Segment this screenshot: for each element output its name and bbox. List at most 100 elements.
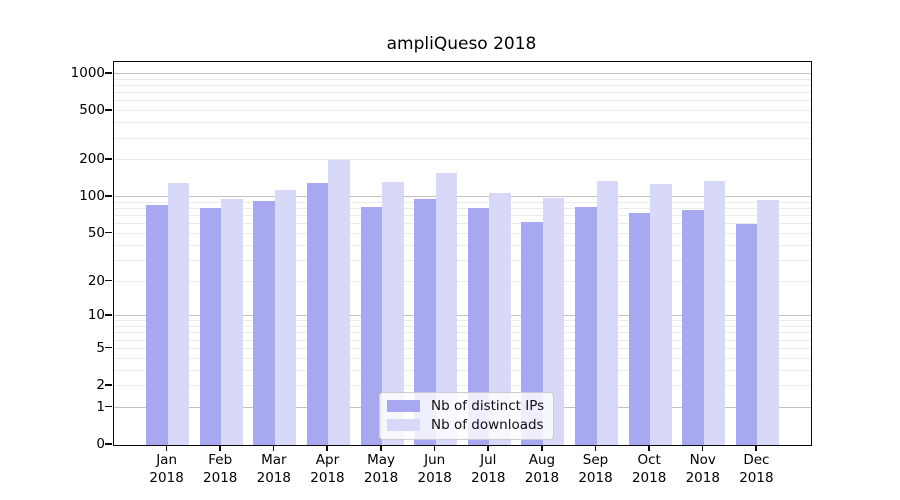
x-tick-month: May bbox=[367, 452, 396, 468]
y-tick-label: 0 bbox=[96, 436, 105, 452]
bar-distinct-ips-dec bbox=[735, 224, 758, 445]
x-tick-year: 2018 bbox=[739, 469, 774, 486]
x-tick-year: 2018 bbox=[471, 469, 506, 486]
x-tick-label-may: May 2018 bbox=[349, 452, 413, 487]
bar-downloads-sep bbox=[596, 180, 619, 445]
bar-distinct-ips-jan bbox=[146, 205, 168, 445]
y-tick-label: 200 bbox=[79, 151, 105, 168]
x-tick-mark bbox=[648, 445, 650, 451]
x-tick-mark bbox=[165, 445, 168, 451]
x-tick-month: Oct bbox=[637, 452, 661, 468]
legend: Nb of distinct IPs Nb of downloads bbox=[379, 392, 555, 440]
bar-downloads-aug bbox=[542, 198, 565, 445]
bar-downloads-apr bbox=[328, 160, 350, 445]
y-tick-mark bbox=[105, 158, 112, 160]
x-tick-year: 2018 bbox=[578, 469, 613, 486]
gridline-minor bbox=[114, 232, 811, 234]
x-tick-year: 2018 bbox=[363, 469, 399, 486]
bar-distinct-ips-feb bbox=[199, 208, 222, 445]
y-tick-mark bbox=[105, 346, 112, 349]
gridline-minor bbox=[114, 357, 811, 359]
legend-row-distinct-ips: Nb of distinct IPs bbox=[387, 398, 544, 414]
x-tick-label-jun: Jun 2018 bbox=[403, 452, 467, 487]
bar-downloads-oct bbox=[650, 184, 672, 445]
gridline-minor bbox=[114, 208, 811, 210]
x-tick-year: 2018 bbox=[149, 469, 184, 486]
gridline-minor bbox=[114, 385, 811, 387]
bar-downloads-mar bbox=[274, 189, 297, 445]
y-tick-label: 1000 bbox=[70, 64, 105, 81]
bar-downloads-jun bbox=[435, 172, 458, 445]
bar-distinct-ips-nov bbox=[682, 210, 704, 445]
x-tick-mark bbox=[326, 445, 329, 451]
bar-downloads-may bbox=[382, 182, 404, 445]
x-tick-mark bbox=[701, 445, 704, 451]
legend-row-downloads: Nb of downloads bbox=[387, 417, 544, 433]
gridline-minor bbox=[114, 100, 811, 102]
gridline-minor bbox=[114, 320, 811, 322]
x-tick-mark bbox=[219, 445, 221, 451]
plot-area: Nb of distinct IPs Nb of downloads bbox=[113, 61, 812, 446]
bar-distinct-ips-jul bbox=[467, 208, 490, 445]
x-tick-label-jan: Jan 2018 bbox=[135, 452, 199, 487]
x-tick-mark bbox=[594, 445, 597, 451]
bar-distinct-ips-jun bbox=[414, 199, 436, 445]
x-tick-month: Jan bbox=[156, 452, 178, 468]
x-tick-label-dec: Dec 2018 bbox=[724, 452, 788, 487]
bar-distinct-ips-oct bbox=[628, 213, 651, 445]
y-tick-mark bbox=[105, 109, 112, 111]
x-tick-year: 2018 bbox=[524, 469, 560, 486]
bar-distinct-ips-aug bbox=[521, 221, 543, 445]
x-tick-year: 2018 bbox=[685, 469, 720, 486]
legend-swatch-downloads bbox=[387, 419, 420, 431]
x-tick-month: Apr bbox=[315, 452, 340, 468]
y-tick-mark bbox=[105, 384, 112, 386]
x-tick-label-sep: Sep 2018 bbox=[564, 452, 628, 487]
x-tick-year: 2018 bbox=[203, 469, 238, 486]
bar-downloads-jul bbox=[489, 192, 511, 445]
gridline-minor bbox=[114, 78, 811, 80]
y-tick-mark bbox=[105, 231, 112, 234]
y-tick-label: 100 bbox=[79, 188, 105, 205]
gridline-minor bbox=[114, 223, 811, 225]
x-tick-mark bbox=[380, 445, 382, 451]
x-tick-year: 2018 bbox=[631, 469, 667, 486]
y-tick-mark bbox=[105, 195, 112, 197]
x-tick-label-nov: Nov 2018 bbox=[671, 452, 735, 487]
x-tick-year: 2018 bbox=[256, 469, 292, 486]
x-tick-month: Jun bbox=[424, 452, 446, 468]
y-tick-label: 2 bbox=[96, 377, 105, 393]
x-tick-month: Nov bbox=[689, 452, 716, 468]
gridline-minor bbox=[114, 84, 811, 86]
y-tick-mark bbox=[105, 314, 112, 316]
bar-distinct-ips-apr bbox=[306, 183, 329, 445]
gridline-major bbox=[114, 73, 811, 74]
chart-title: ampliQueso 2018 bbox=[386, 34, 537, 54]
y-tick-label: 10 bbox=[87, 307, 105, 324]
x-tick-mark bbox=[272, 445, 275, 451]
y-tick-label: 500 bbox=[79, 102, 105, 119]
legend-swatch-distinct-ips bbox=[387, 400, 420, 412]
gridline-major bbox=[114, 196, 811, 198]
x-tick-month: Jul bbox=[480, 452, 497, 468]
gridline-minor bbox=[114, 137, 811, 139]
bar-downloads-dec bbox=[757, 200, 779, 445]
gridline-minor bbox=[114, 159, 811, 161]
gridline-minor bbox=[114, 326, 811, 328]
y-tick-label: 50 bbox=[87, 224, 105, 241]
x-tick-label-oct: Oct 2018 bbox=[617, 452, 681, 487]
y-tick-mark bbox=[105, 443, 112, 445]
gridline-minor bbox=[114, 259, 811, 261]
x-tick-label-jul: Jul 2018 bbox=[456, 452, 520, 487]
x-tick-label-aug: Aug 2018 bbox=[510, 452, 574, 487]
gridline-minor bbox=[114, 339, 811, 341]
y-tick-label: 1 bbox=[96, 398, 105, 415]
gridline-major bbox=[114, 315, 811, 317]
x-tick-label-feb: Feb 2018 bbox=[188, 452, 252, 487]
y-tick-label: 20 bbox=[87, 272, 105, 289]
x-tick-month: Sep bbox=[582, 452, 609, 468]
x-tick-year: 2018 bbox=[310, 469, 345, 486]
x-tick-mark bbox=[755, 445, 757, 451]
x-tick-label-apr: Apr 2018 bbox=[295, 452, 359, 487]
